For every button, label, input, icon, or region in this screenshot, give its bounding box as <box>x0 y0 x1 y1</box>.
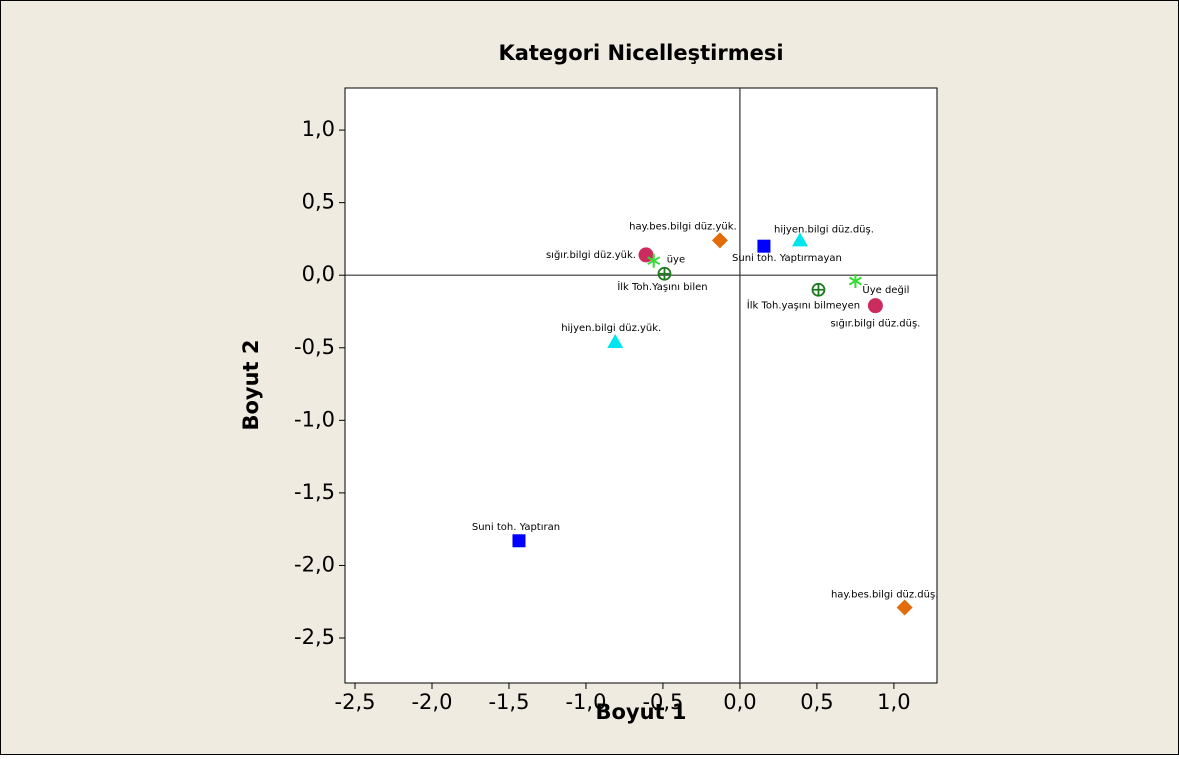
x-tick-label: -1,0 <box>565 690 606 714</box>
x-tick-label: 0,0 <box>723 690 756 714</box>
point <box>607 333 624 348</box>
point-label: İlk Toh.yaşını bilmeyen <box>747 299 860 312</box>
point-label: Üye değil <box>862 283 909 296</box>
point-label: Suni toh. Yaptırmayan <box>732 253 842 264</box>
x-tick-label: -2,5 <box>335 690 376 714</box>
point <box>791 232 808 247</box>
marker-shape <box>896 599 913 616</box>
y-tick-label: -1,5 <box>294 480 335 504</box>
point <box>811 282 826 297</box>
y-tick-label: -2,5 <box>294 625 335 649</box>
x-tick-label: 0,5 <box>800 690 833 714</box>
marker-shape <box>711 232 728 249</box>
point <box>711 232 728 249</box>
marker-shape <box>791 232 808 247</box>
y-tick-label: 0,0 <box>302 262 335 286</box>
y-tick-label: -2,0 <box>294 552 335 576</box>
plot-area <box>344 87 938 684</box>
y-tick-label: -1,0 <box>294 407 335 431</box>
marker-shape <box>848 274 862 289</box>
marker-shape <box>607 333 624 348</box>
point-label: sığır.bilgi düz.düş. <box>830 318 920 330</box>
point-label: hay.bes.bilgi düz.yük. <box>629 221 737 232</box>
point-label: sığır.bilgi düz.yük. <box>546 249 636 261</box>
point <box>657 266 672 281</box>
marker-shape <box>657 266 672 281</box>
point <box>647 253 661 268</box>
y-tick-label: 1,0 <box>302 117 335 141</box>
x-tick-label: 1,0 <box>877 690 910 714</box>
point-label: İlk Toh.Yaşını bilen <box>617 280 707 293</box>
marker-shape <box>867 298 883 314</box>
point <box>867 298 883 314</box>
point <box>848 274 862 289</box>
chart-title: Kategori Nicelleştirmesi <box>498 41 783 65</box>
marker-shape <box>811 282 826 297</box>
marker-shape <box>757 239 771 253</box>
y-tick-label: 0,5 <box>302 190 335 214</box>
point-label: hijyen.bilgi düz.düş. <box>774 224 874 235</box>
point <box>896 599 913 616</box>
x-axis-label: Boyut 1 <box>595 700 686 724</box>
point <box>512 534 526 548</box>
y-axis-label: Boyut 2 <box>239 339 263 430</box>
point-label: hay.bes.bilgi düz.düş. <box>831 590 938 601</box>
x-tick-label: -1,5 <box>488 690 529 714</box>
point-label: hijyen.bilgi düz.yük. <box>561 323 661 334</box>
x-tick-label: -2,0 <box>411 690 452 714</box>
point <box>757 239 771 253</box>
point-label: Suni toh. Yaptıran <box>472 522 560 533</box>
marker-shape <box>647 253 661 268</box>
marker-shape <box>512 534 526 548</box>
y-tick-label: -0,5 <box>294 335 335 359</box>
x-tick-label: -0,5 <box>642 690 683 714</box>
point-label: üye <box>667 255 685 266</box>
